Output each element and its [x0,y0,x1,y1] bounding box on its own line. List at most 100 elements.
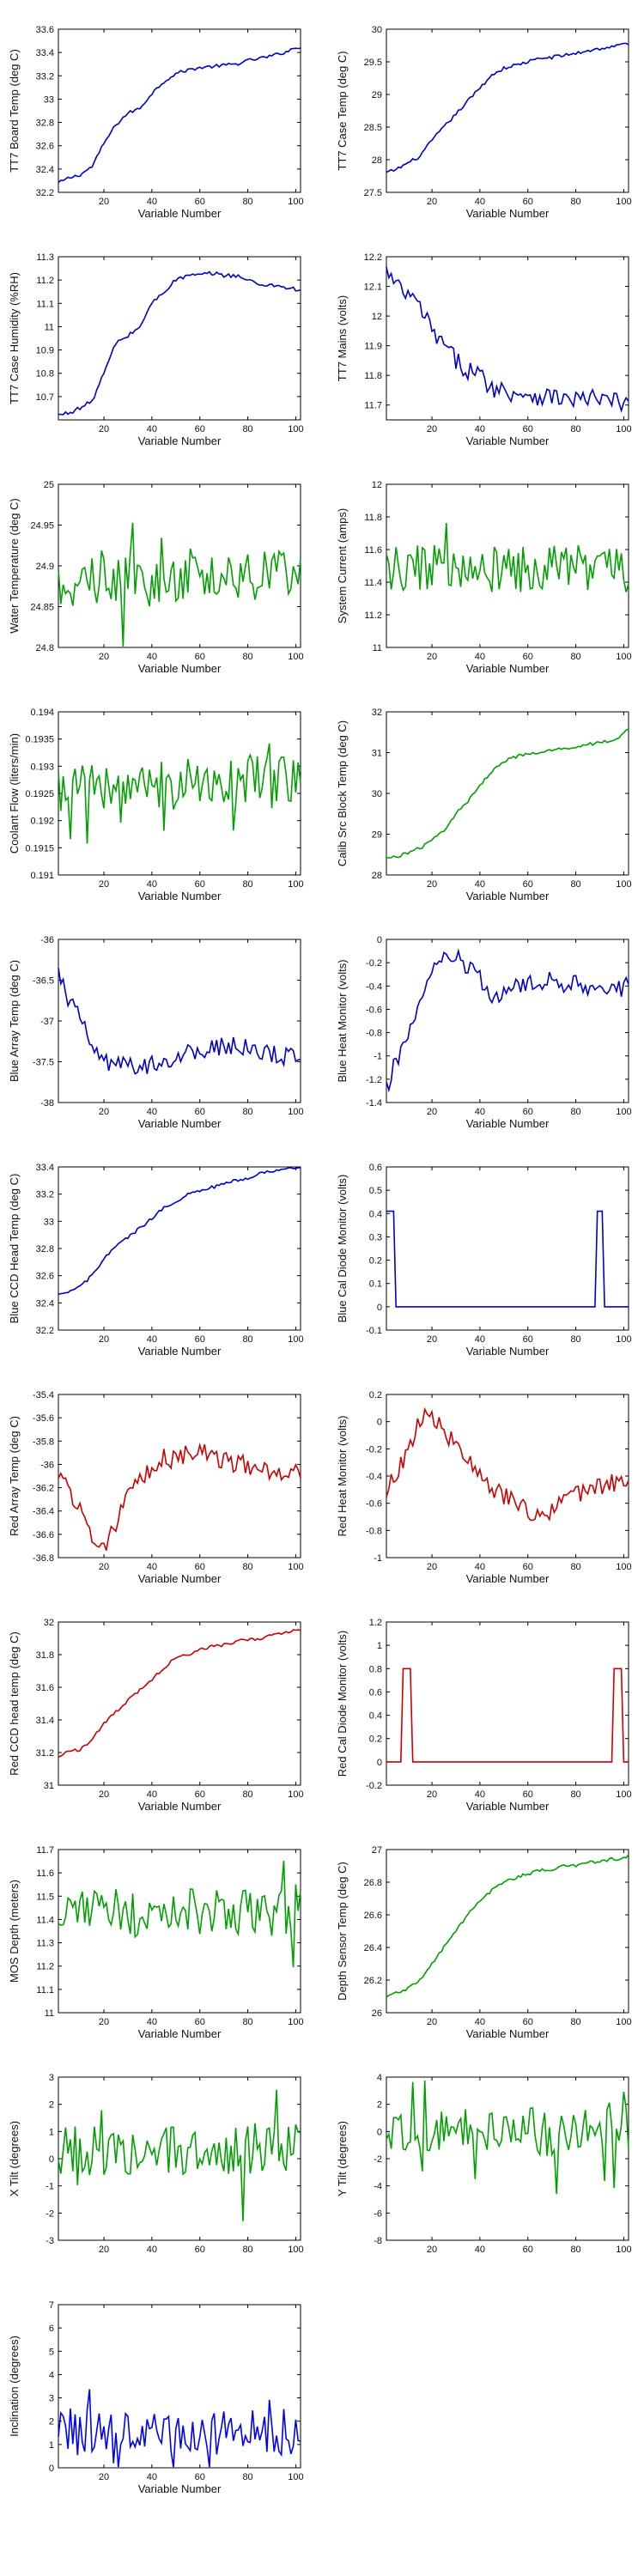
y-tick-label: 33.6 [36,25,54,35]
series-line [386,1210,629,1308]
y-tick-label: 26.6 [364,1911,382,1921]
y-tick-label: 11.8 [364,371,382,381]
y-tick-label: 26.2 [364,1976,382,1986]
x-axis-label: Variable Number [138,890,222,902]
x-tick-label: 100 [616,2017,631,2027]
chart-panel-2: 27.5 28 28.5 29 29.5 30 20 40 60 80 100 Variable Nu… [336,25,632,220]
series-line [58,2389,301,2468]
y-tick-label: 32.8 [36,1244,54,1255]
y-tick-label: -6 [374,2208,382,2219]
y-tick-label: 0.194 [30,708,54,718]
x-tick-label: 20 [427,2017,437,2027]
series-line [58,1860,301,1968]
x-axis-label: Variable Number [138,1800,222,1813]
plot-frame [386,1166,629,1331]
y-tick-label: 11.5 [36,1892,54,1902]
chart-panel-6: 11 11.2 11.4 11.6 11.8 12 20 40 60 80 100 Variable … [336,480,632,675]
x-tick-label: 80 [242,424,252,434]
y-tick-label: 10.7 [36,392,54,403]
y-tick-label: -2 [46,2208,54,2219]
plot-frame [58,483,301,648]
y-tick-label: -0.4 [366,1472,382,1482]
y-tick-label: -1.2 [366,1075,382,1085]
y-tick-label: 29 [372,90,382,100]
y-tick-label: 4 [377,2073,382,2083]
y-tick-label: 11 [45,322,54,332]
plot-frame [58,939,301,1103]
x-tick-label: 20 [99,1562,109,1572]
x-tick-label: 40 [147,1789,157,1800]
x-tick-label: 60 [523,1562,533,1572]
x-tick-label: 80 [570,1107,580,1117]
y-tick-label: 31.8 [36,1650,54,1661]
chart-panel-3: 10.7 10.8 10.9 11 11.1 11.2 11.3 20 40 60 80 100 Var… [8,252,304,447]
x-tick-label: 60 [195,1334,205,1345]
y-tick-label: 28.5 [364,123,382,133]
plot-frame [386,483,629,648]
y-tick-label: 32 [44,1618,54,1628]
y-tick-label: 0.1915 [25,843,54,854]
y-tick-label: 27 [372,1845,382,1856]
series-line [386,1854,629,1998]
x-tick-label: 60 [195,2017,205,2027]
series-line [58,522,301,647]
y-axis-label: X Tilt (degrees) [8,2121,21,2196]
y-tick-label: 11.2 [364,611,382,621]
x-tick-label: 80 [242,1789,252,1800]
chart-panel-9: -38 -37.5 -37 -36.5 -36 20 40 60 80 100 Variable N… [8,935,304,1130]
y-tick-label: 24.95 [30,521,54,532]
y-axis-label: Coolant Flow (liters/min) [8,733,21,854]
x-axis-label: Variable Number [138,2027,222,2040]
series-line [58,1629,301,1758]
y-axis-label: Blue Heat Monitor (volts) [336,959,349,1082]
y-tick-label: 33.2 [36,1190,54,1200]
x-tick-label: 100 [616,652,631,662]
x-tick-label: 80 [242,2017,252,2027]
chart-panel-15: 31 31.2 31.4 31.6 31.8 32 20 40 60 80 100 Variable … [8,1618,304,1813]
plot-frame [58,1849,301,2014]
chart-panel-21: 0 1 2 3 4 5 6 7 20 40 60 80 100 Variable Number Inclin… [8,2300,304,2495]
x-tick-label: 20 [99,2245,109,2255]
y-tick-label: 29.5 [364,58,382,68]
x-tick-label: 80 [570,1789,580,1800]
x-tick-label: 100 [616,1107,631,1117]
x-tick-label: 40 [147,424,157,434]
series-line [386,1668,629,1763]
y-tick-label: 12.2 [364,252,382,263]
x-axis-label: Variable Number [138,1572,222,1585]
y-tick-label: 0.1935 [25,735,54,745]
x-tick-label: 40 [475,424,485,434]
x-tick-label: 20 [427,424,437,434]
y-tick-label: 11.9 [364,342,382,352]
x-axis-label: Variable Number [466,662,550,675]
y-tick-label: 31.6 [36,1683,54,1693]
y-tick-label: 32.4 [36,1298,54,1309]
x-axis-label: Variable Number [138,1117,222,1130]
y-tick-label: 28 [372,155,382,166]
x-tick-label: 20 [99,2472,109,2482]
y-tick-label: 3 [49,2394,54,2404]
x-tick-label: 40 [147,2017,157,2027]
y-tick-label: 6 [49,2324,54,2334]
y-tick-label: 31.4 [36,1716,54,1726]
series-line [58,967,301,1075]
y-tick-label: -4 [374,2182,382,2192]
plot-frame [386,256,629,421]
x-axis-label: Variable Number [466,207,550,220]
plot-frame [386,28,629,193]
y-tick-label: 11 [373,643,382,653]
y-tick-label: -35.8 [33,1437,54,1447]
y-tick-label: 32.8 [36,118,54,129]
series-line [386,1406,629,1522]
y-tick-label: -0.8 [366,1029,382,1039]
y-tick-label: 0.192 [30,817,54,827]
x-tick-label: 60 [195,652,205,662]
y-tick-label: 32.2 [36,1326,54,1336]
chart-panel-10: -1.4 -1.2 -1 -0.8 -0.6 -0.4 -0.2 0 20 40 60 80 100 Va… [336,935,632,1130]
x-tick-label: 60 [195,424,205,434]
x-tick-label: 100 [616,1562,631,1572]
y-tick-label: 29 [372,830,382,841]
y-tick-label: 30 [372,25,382,35]
x-tick-label: 80 [242,879,252,890]
